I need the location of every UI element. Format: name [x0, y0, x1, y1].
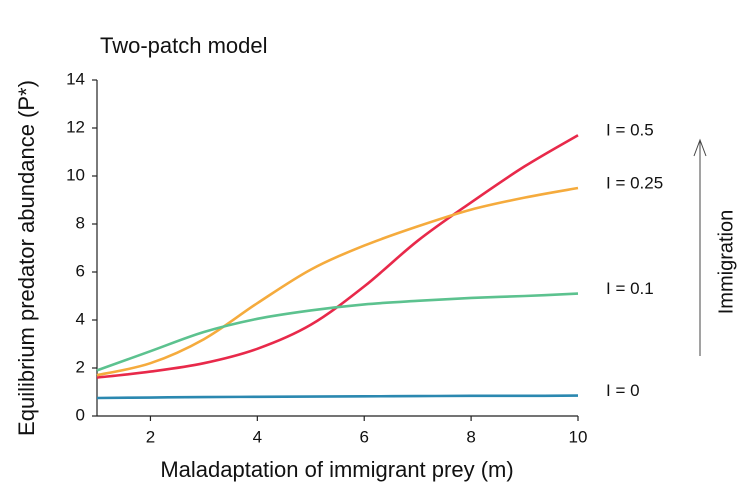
x-tick-label: 4 — [253, 427, 262, 446]
x-tick-label: 6 — [359, 427, 368, 446]
y-tick-label: 4 — [76, 309, 85, 328]
arrow-head — [693, 138, 707, 157]
series-label: I = 0.1 — [606, 279, 654, 298]
y-axis-label: Equilibrium predator abundance (P*) — [14, 80, 39, 436]
x-tick-label: 10 — [569, 427, 588, 446]
y-tick-label: 12 — [66, 117, 85, 136]
y-tick-label: 10 — [66, 165, 85, 184]
y-tick-label: 6 — [76, 261, 85, 280]
annotation: Immigration — [715, 210, 737, 314]
y-tick-label: 14 — [66, 69, 85, 88]
series-label: I = 0.5 — [606, 121, 654, 140]
y-tick-label: 0 — [76, 405, 85, 424]
x-axis-label: Maladaptation of immigrant prey (m) — [160, 457, 513, 482]
series-line — [96, 186, 579, 377]
y-tick-label: 2 — [76, 357, 85, 376]
series-label: I = 0 — [606, 381, 640, 400]
series-line — [96, 292, 579, 372]
series-line — [96, 134, 579, 379]
y-tick-label: 8 — [76, 213, 85, 232]
x-tick-label: 8 — [466, 427, 475, 446]
series-line — [96, 394, 579, 400]
chart-title: Two-patch model — [100, 33, 268, 58]
x-tick-label: 2 — [146, 427, 155, 446]
series-label: I = 0.25 — [606, 173, 663, 192]
